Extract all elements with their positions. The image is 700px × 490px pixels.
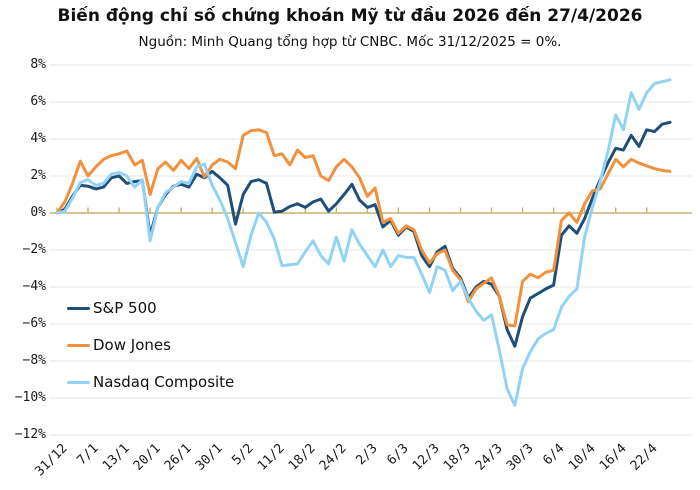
- legend-label: S&P 500: [93, 299, 157, 317]
- y-tick-label: −4%: [22, 279, 46, 294]
- y-tick-label: −10%: [14, 390, 46, 405]
- legend-item-sp500: S&P 500: [67, 300, 234, 317]
- y-tick-label: −12%: [14, 427, 46, 442]
- legend-label: Nasdaq Composite: [93, 373, 235, 391]
- y-tick-label: −8%: [22, 353, 46, 368]
- series-line-dow: [55, 128, 672, 328]
- y-tick-label: −6%: [22, 316, 46, 331]
- y-tick-label: −2%: [22, 242, 46, 257]
- legend-swatch-dow: [67, 344, 90, 347]
- legend-swatch-sp500: [67, 307, 90, 310]
- legend-item-nasdaq: Nasdaq Composite: [67, 374, 234, 391]
- legend: S&P 500 Dow Jones Nasdaq Composite: [67, 300, 234, 411]
- y-tick-label: 0%: [30, 205, 46, 220]
- y-tick-label: 8%: [30, 57, 46, 72]
- legend-item-dow: Dow Jones: [67, 337, 234, 354]
- legend-label: Dow Jones: [93, 336, 171, 354]
- series-line-nasdaq: [55, 78, 672, 407]
- legend-swatch-nasdaq: [67, 381, 90, 384]
- chart-subtitle: Nguồn: Minh Quang tổng hợp từ CNBC. Mốc …: [138, 34, 562, 50]
- chart-title: Biến động chỉ số chứng khoán Mỹ từ đầu 2…: [57, 6, 643, 26]
- y-tick-label: 6%: [30, 94, 46, 109]
- y-tick-label: 4%: [30, 131, 46, 146]
- y-tick-label: 2%: [30, 168, 46, 183]
